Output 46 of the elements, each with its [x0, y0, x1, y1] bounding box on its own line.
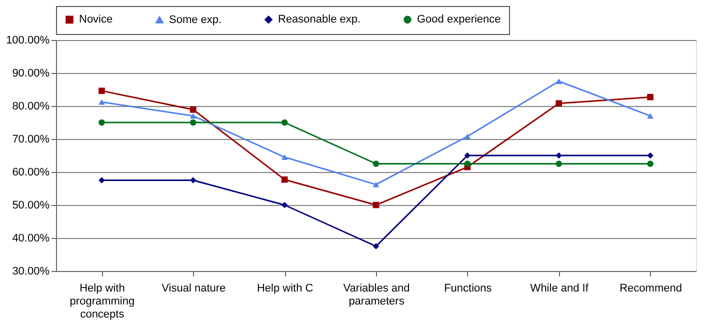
x-tick-label: Help with C [256, 282, 314, 294]
point [281, 154, 288, 160]
point [372, 182, 380, 188]
x-tick-label: Variables and parameters [343, 282, 410, 308]
point [190, 177, 196, 184]
point [281, 176, 288, 183]
y-tick-label: 50.00% [12, 200, 50, 212]
point [190, 113, 196, 119]
y-tick-label: 90.00% [12, 68, 50, 80]
point [372, 202, 380, 208]
x-tick-label: While and If [530, 282, 590, 294]
legend-label: Novice [79, 14, 113, 26]
point [647, 94, 654, 100]
point [98, 99, 105, 105]
point [281, 202, 288, 208]
point [190, 106, 196, 113]
y-tick-label: 40.00% [12, 232, 50, 244]
x-tick-label: Help with programming concepts [70, 282, 135, 320]
point [647, 152, 654, 159]
x-tick-label: Recommend [620, 282, 682, 294]
point [464, 134, 471, 140]
point [647, 160, 654, 167]
point [556, 160, 562, 167]
point [281, 119, 288, 126]
y-tick-label: 80.00% [12, 100, 50, 112]
point [464, 152, 471, 159]
legend-label: Reasonable exp. [278, 14, 361, 26]
legend-label: Some exp. [169, 14, 222, 26]
y-tick-label: 70.00% [12, 134, 50, 146]
x-tick-label: Functions [444, 282, 492, 294]
point [556, 100, 562, 107]
point [647, 113, 654, 119]
point [372, 160, 380, 167]
point [556, 78, 562, 84]
y-tick-label: 100.00% [6, 34, 50, 46]
y-tick-label: 60.00% [12, 166, 50, 178]
y-tick-label: 30.00% [12, 266, 50, 278]
point [556, 152, 562, 159]
point [190, 119, 196, 126]
legend-label: Good experience [417, 14, 501, 26]
point [98, 88, 105, 94]
point [98, 119, 105, 126]
point [372, 243, 380, 250]
point [464, 160, 471, 167]
point [98, 177, 105, 184]
x-tick-label: Visual nature [162, 282, 226, 294]
